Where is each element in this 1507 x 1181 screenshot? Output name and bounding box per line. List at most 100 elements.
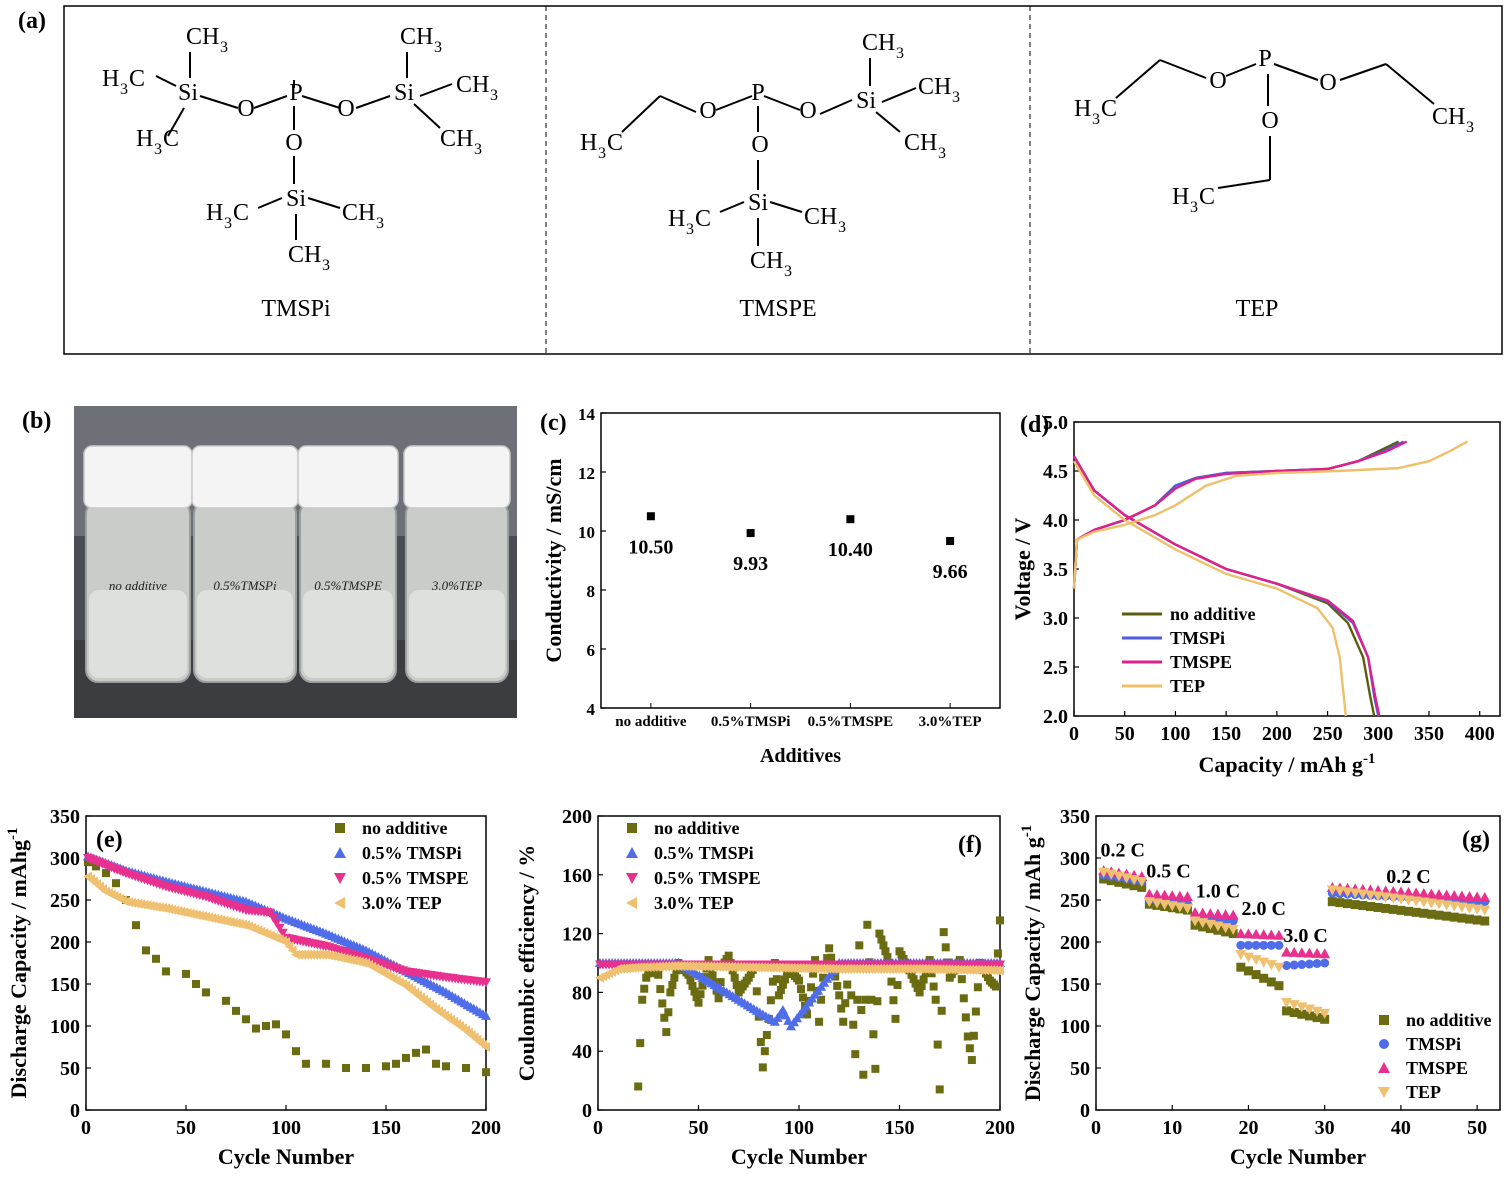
data-point (1297, 960, 1307, 970)
x-tick-label: 50 (1115, 723, 1135, 745)
data-point (919, 975, 928, 984)
tmspi-c8-sub: 3 (376, 215, 384, 232)
vial-cap (83, 445, 193, 509)
x-tick-label: 50 (689, 1117, 709, 1139)
tep-c2-sub: 3 (1466, 119, 1474, 136)
data-point (1242, 952, 1254, 963)
data-point (881, 947, 890, 956)
x-tick-label: 150 (885, 1117, 915, 1139)
structure-name-tep: TEP (1236, 296, 1279, 322)
data-point (1250, 955, 1262, 966)
data-point (1387, 893, 1399, 904)
data-point (704, 956, 713, 965)
data-point (1181, 891, 1193, 902)
tmspi-si2: Si (394, 80, 414, 106)
bond (659, 95, 697, 113)
data-point (993, 949, 1002, 958)
x-tick-label: 30 (1315, 1117, 1335, 1139)
y-tick-label: 10 (578, 523, 595, 542)
data-point (778, 980, 787, 989)
data-point (1319, 948, 1331, 959)
data-point (935, 1085, 944, 1094)
data-point (1296, 947, 1308, 958)
data-point (846, 515, 855, 524)
tmspi-c9-sub: 3 (322, 257, 330, 274)
data-point (708, 971, 717, 980)
x-tick-label: 50 (176, 1117, 196, 1139)
bond (875, 111, 901, 133)
data-point (654, 970, 663, 979)
bond (307, 197, 341, 209)
category-label: 0.5%TMSPi (711, 714, 791, 730)
data-point (776, 986, 785, 995)
data-point (1350, 900, 1360, 910)
data-point (941, 943, 950, 952)
tmspi-c7-sub: 3 (224, 215, 232, 232)
vial-label: 0.5%TMSPE (314, 578, 382, 593)
rate-label: 0.2 C (1386, 866, 1430, 888)
data-point (963, 1032, 972, 1041)
data-point (642, 973, 651, 982)
tmspi-c3-h: H (136, 126, 153, 152)
legend-marker (334, 847, 346, 858)
data-point (1174, 890, 1186, 901)
data-point (851, 1050, 860, 1059)
data-point (1304, 959, 1314, 969)
data-point (891, 1014, 900, 1023)
data-point (686, 976, 695, 985)
y-tick-label: 250 (1060, 890, 1090, 912)
data-point (853, 995, 862, 1004)
panel-label-a: (a) (18, 8, 46, 34)
data-point (937, 1006, 946, 1015)
data-point (1166, 901, 1178, 912)
data-point (795, 976, 803, 985)
x-tick-label: 150 (371, 1117, 401, 1139)
data-point (817, 995, 826, 1004)
data-point (1251, 970, 1261, 980)
data-point (232, 1006, 240, 1015)
y-tick-label: 120 (562, 924, 592, 946)
data-point (1418, 887, 1430, 898)
legend-label: 0.5% TMSPE (654, 868, 761, 888)
structure-name-tmspe: TMSPE (739, 296, 816, 322)
tmspi-si3: Si (286, 186, 306, 212)
y-tick-label: 0 (582, 1100, 592, 1122)
data-point (1174, 902, 1186, 913)
tep-o2: O (1319, 70, 1336, 96)
data-point (1282, 1006, 1292, 1016)
data-point (1373, 902, 1383, 912)
y-tick-label: 5.0 (1043, 412, 1068, 434)
data-point (909, 975, 918, 984)
data-point (302, 1059, 310, 1068)
panel-c: (c) 4 6 8 10 12 14 Conductivity / mS/cm no addi… (540, 405, 1001, 767)
legend-label: 0.5% TMSPi (362, 843, 462, 863)
data-point (714, 994, 723, 1003)
data-point (1274, 940, 1284, 950)
y-tick-label: 200 (1060, 932, 1090, 954)
data-point (807, 983, 816, 992)
tmspi-c7-c: C (233, 200, 249, 226)
data-point (1282, 961, 1292, 971)
data-point (262, 1022, 270, 1030)
panel-label-c: (c) (540, 410, 567, 436)
data-point (889, 996, 898, 1005)
tmspi-si2: Si (394, 80, 414, 106)
category-label: 3.0%TEP (919, 714, 982, 730)
y-axis-label: Conductivity / mS/cm (541, 458, 566, 662)
legend-marker (1379, 1015, 1389, 1025)
data-point (1434, 910, 1444, 920)
data-point (252, 1024, 260, 1033)
data-point (694, 998, 703, 1007)
data-point (268, 913, 279, 923)
x-tick-label: 0 (1069, 723, 1079, 745)
tmspe-c1-sub: 3 (896, 45, 904, 62)
data-point (1357, 889, 1369, 900)
vial-cap (191, 445, 299, 509)
vials: no additive 0.5%TMSPi 0.5%TMSPE 3.0%TEP (83, 445, 511, 683)
data-point (242, 1015, 250, 1024)
y-tick-label: 350 (50, 806, 80, 828)
